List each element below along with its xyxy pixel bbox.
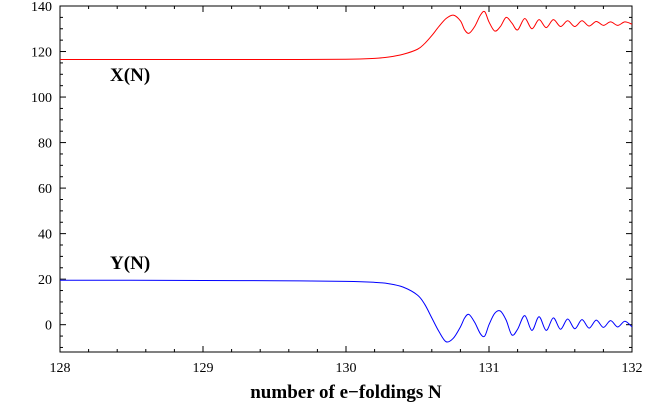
x-tick-label: 130 <box>336 361 357 376</box>
tick-labels: 128 129 130 131 132 0 20 40 60 80 100 120 140 <box>31 0 643 376</box>
y-tick-label: 140 <box>31 0 52 15</box>
x-tick-label: 131 <box>479 361 500 376</box>
x-tick-label: 132 <box>622 361 643 376</box>
series-line-yn <box>59 279 633 343</box>
series-group <box>59 10 633 343</box>
x-tick-label: 128 <box>50 361 71 376</box>
series-annotation: Y(N) <box>110 253 150 274</box>
y-tick-label: 120 <box>31 46 52 61</box>
series-annotation: X(N) <box>110 65 150 86</box>
y-tick-label: 80 <box>38 137 52 152</box>
y-tick-label: 20 <box>38 273 52 288</box>
x-axis-title: number of e−foldings N <box>250 382 442 403</box>
series-line-xn <box>59 10 633 61</box>
y-tick-label: 40 <box>38 228 52 243</box>
y-tick-label: 60 <box>38 182 52 197</box>
axis-ticks <box>59 5 633 352</box>
series-annotations: X(N) Y(N) <box>110 65 150 274</box>
plot-frame <box>59 5 633 353</box>
x-tick-label: 129 <box>193 361 214 376</box>
y-tick-label: 100 <box>31 91 52 106</box>
y-tick-label: 0 <box>45 319 52 334</box>
